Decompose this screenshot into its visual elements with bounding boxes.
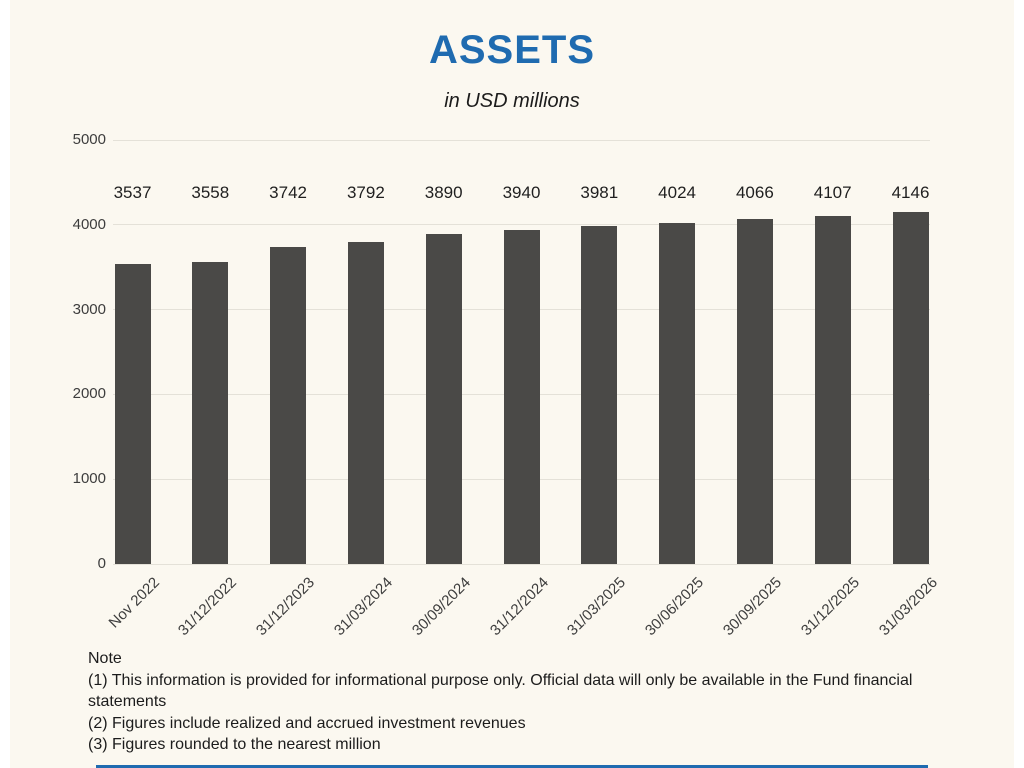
bar [192,262,229,564]
bottom-accent-bar [96,765,928,768]
y-axis-tick-label: 2000 [72,385,106,403]
bar [270,246,307,564]
y-axis-tick-label: 3000 [72,300,106,318]
assets-bar-chart: 0 1000 2000 3000 4000 5000 3537 Nov 2022 3558 31/… [10,0,1024,768]
bar-value-label: 4146 [891,183,930,202]
left-page-margin [0,0,10,768]
bar-value-label: 4066 [735,183,774,202]
gridline-5000 [113,139,930,141]
bar-value-label: 4024 [658,183,696,202]
chart-title: ASSETS [428,28,596,72]
bar [892,212,929,564]
bar [503,229,540,564]
bar [347,242,384,564]
y-axis-tick-label: 5000 [72,131,106,148]
bar [581,226,618,564]
note-line-2: (2) Figures include realized and accrued… [88,714,526,732]
bar-value-label: 3742 [269,183,307,202]
bar-value-label: 3890 [424,183,463,202]
note-heading: Note [88,650,122,667]
note-line-3: (3) Figures rounded to the nearest milli… [88,736,381,753]
gridline-4000 [113,224,930,226]
gridline-0 [113,563,930,565]
note-line-1: (1) This information is provided for inf… [88,671,913,711]
bar-value-label: 3558 [191,183,230,202]
note-block: Note (1) This information is provided fo… [88,648,944,756]
bar-value-label: 3940 [502,183,541,202]
bar [659,222,696,564]
bar-value-label: 3792 [346,183,385,202]
right-page-margin [1014,0,1024,768]
y-axis-tick-label: 4000 [72,215,106,233]
bar-value-label: 3981 [580,183,619,202]
bar [425,234,462,564]
y-axis-tick-label: 1000 [72,470,106,488]
bar-value-label: 4107 [813,183,852,202]
slide-background: ASSETS in USD millions 0 1000 2000 3000 4000… [10,0,1014,768]
y-axis-tick-label: 0 [97,555,106,572]
bar [114,264,151,564]
chart-subtitle: in USD millions [444,90,580,112]
bar [814,215,851,564]
bar-value-label: 3537 [113,183,152,202]
bar [736,219,773,564]
